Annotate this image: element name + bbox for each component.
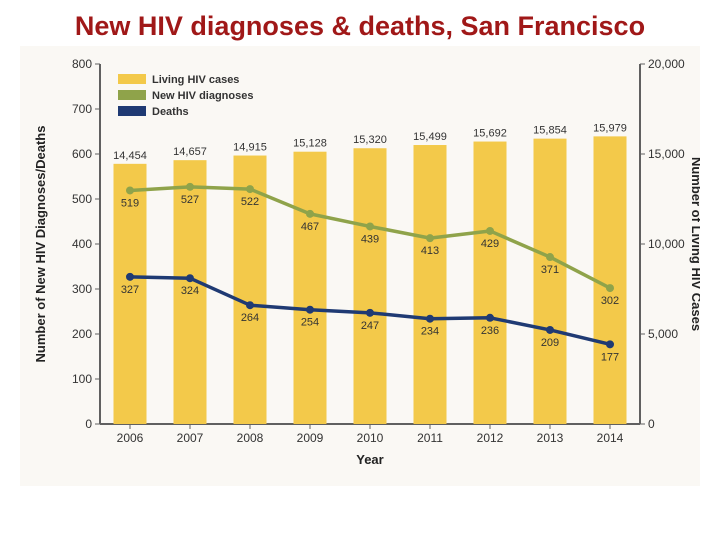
line-deaths-value-label: 234 <box>421 326 439 338</box>
chart-svg: 0 100 200 300 400 500 600 700 800 0 5,000 10,000 15,… <box>20 46 700 486</box>
y-left-tick-label: 100 <box>72 372 92 386</box>
line-new-diagnoses-marker <box>186 183 194 191</box>
line-new-diagnoses-marker <box>246 185 254 193</box>
x-tick-label: 2010 <box>357 431 384 445</box>
line-new-diagnoses-marker <box>426 235 434 243</box>
line-new-diagnoses-value-label: 527 <box>181 194 199 206</box>
y-right-tick-label: 10,000 <box>648 237 685 251</box>
line-new-diagnoses-marker <box>306 210 314 218</box>
line-deaths-marker <box>246 302 254 310</box>
line-new-diagnoses-value-label: 413 <box>421 246 439 258</box>
line-deaths-marker <box>306 306 314 314</box>
line-deaths-value-label: 209 <box>541 337 559 349</box>
x-tick-label: 2014 <box>597 431 624 445</box>
line-deaths-marker <box>606 341 614 349</box>
line-new-diagnoses-value-label: 429 <box>481 238 499 250</box>
x-tick-label: 2011 <box>417 431 443 445</box>
line-deaths-value-label: 254 <box>301 317 319 329</box>
bar-value-label: 14,915 <box>233 142 267 154</box>
legend-swatch <box>118 106 146 116</box>
bar-value-label: 14,454 <box>113 150 147 162</box>
legend-swatch <box>118 90 146 100</box>
bar-living-cases <box>294 152 327 424</box>
line-deaths-marker <box>546 326 554 334</box>
bar-value-label: 15,320 <box>353 135 387 147</box>
line-new-diagnoses-value-label: 371 <box>541 264 559 276</box>
line-deaths-value-label: 247 <box>361 320 379 332</box>
line-deaths-marker <box>186 275 194 283</box>
bar-living-cases <box>414 145 447 424</box>
x-tick-label: 2012 <box>477 431 504 445</box>
y-right-tick-label: 5,000 <box>648 327 678 341</box>
x-axis-label: Year <box>356 452 383 467</box>
line-deaths-marker <box>426 315 434 323</box>
bar-value-label: 14,657 <box>173 147 207 159</box>
y-left-tick-label: 800 <box>72 57 92 71</box>
line-deaths-marker <box>366 309 374 317</box>
line-new-diagnoses-value-label: 467 <box>301 221 319 233</box>
line-deaths-value-label: 236 <box>481 325 499 337</box>
y-right-axis-label: Number of Living HIV Cases <box>689 157 700 331</box>
line-deaths-marker <box>486 314 494 322</box>
line-deaths-value-label: 324 <box>181 286 199 298</box>
legend-swatch <box>118 74 146 84</box>
bar-living-cases <box>474 142 507 424</box>
line-new-diagnoses-value-label: 519 <box>121 198 139 210</box>
y-left-tick-label: 700 <box>72 102 92 116</box>
bar-living-cases <box>354 149 387 425</box>
x-tick-label: 2007 <box>177 431 204 445</box>
x-tick-label: 2008 <box>237 431 264 445</box>
line-new-diagnoses-marker <box>606 284 614 292</box>
y-left-tick-label: 0 <box>85 417 92 431</box>
y-left-tick-label: 500 <box>72 192 92 206</box>
x-tick-label: 2009 <box>297 431 324 445</box>
x-tick-label: 2013 <box>537 431 564 445</box>
line-new-diagnoses-value-label: 522 <box>241 196 259 208</box>
line-deaths-value-label: 264 <box>241 313 259 325</box>
line-deaths-marker <box>126 273 134 281</box>
line-new-diagnoses-marker <box>486 227 494 235</box>
bar-value-label: 15,499 <box>413 131 447 143</box>
y-left-tick-label: 300 <box>72 282 92 296</box>
legend-label: Deaths <box>152 106 189 118</box>
bar-value-label: 15,854 <box>533 125 567 137</box>
line-deaths-value-label: 327 <box>121 284 139 296</box>
y-left-axis-label: Number of New HIV Diagnoses/Deaths <box>33 126 48 363</box>
line-new-diagnoses-value-label: 439 <box>361 234 379 246</box>
y-right-tick-label: 15,000 <box>648 147 685 161</box>
y-left-tick-label: 400 <box>72 237 92 251</box>
legend-label: New HIV diagnoses <box>152 90 253 102</box>
y-left-tick-label: 600 <box>72 147 92 161</box>
line-deaths-value-label: 177 <box>601 352 619 364</box>
y-left-tick-label: 200 <box>72 327 92 341</box>
line-new-diagnoses-marker <box>366 223 374 231</box>
bar-value-label: 15,979 <box>593 123 627 135</box>
page-title: New HIV diagnoses & deaths, San Francisc… <box>40 10 680 42</box>
y-right-tick-label: 0 <box>648 417 655 431</box>
line-new-diagnoses-value-label: 302 <box>601 295 619 307</box>
line-new-diagnoses-marker <box>126 187 134 195</box>
bar-value-label: 15,128 <box>293 138 327 150</box>
chart-container: 0 100 200 300 400 500 600 700 800 0 5,000 10,000 15,… <box>20 46 700 486</box>
legend-label: Living HIV cases <box>152 74 239 86</box>
x-tick-label: 2006 <box>117 431 144 445</box>
bar-value-label: 15,692 <box>473 128 507 140</box>
bar-living-cases <box>534 139 567 424</box>
y-right-tick-label: 20,000 <box>648 57 685 71</box>
line-new-diagnoses-marker <box>546 253 554 261</box>
